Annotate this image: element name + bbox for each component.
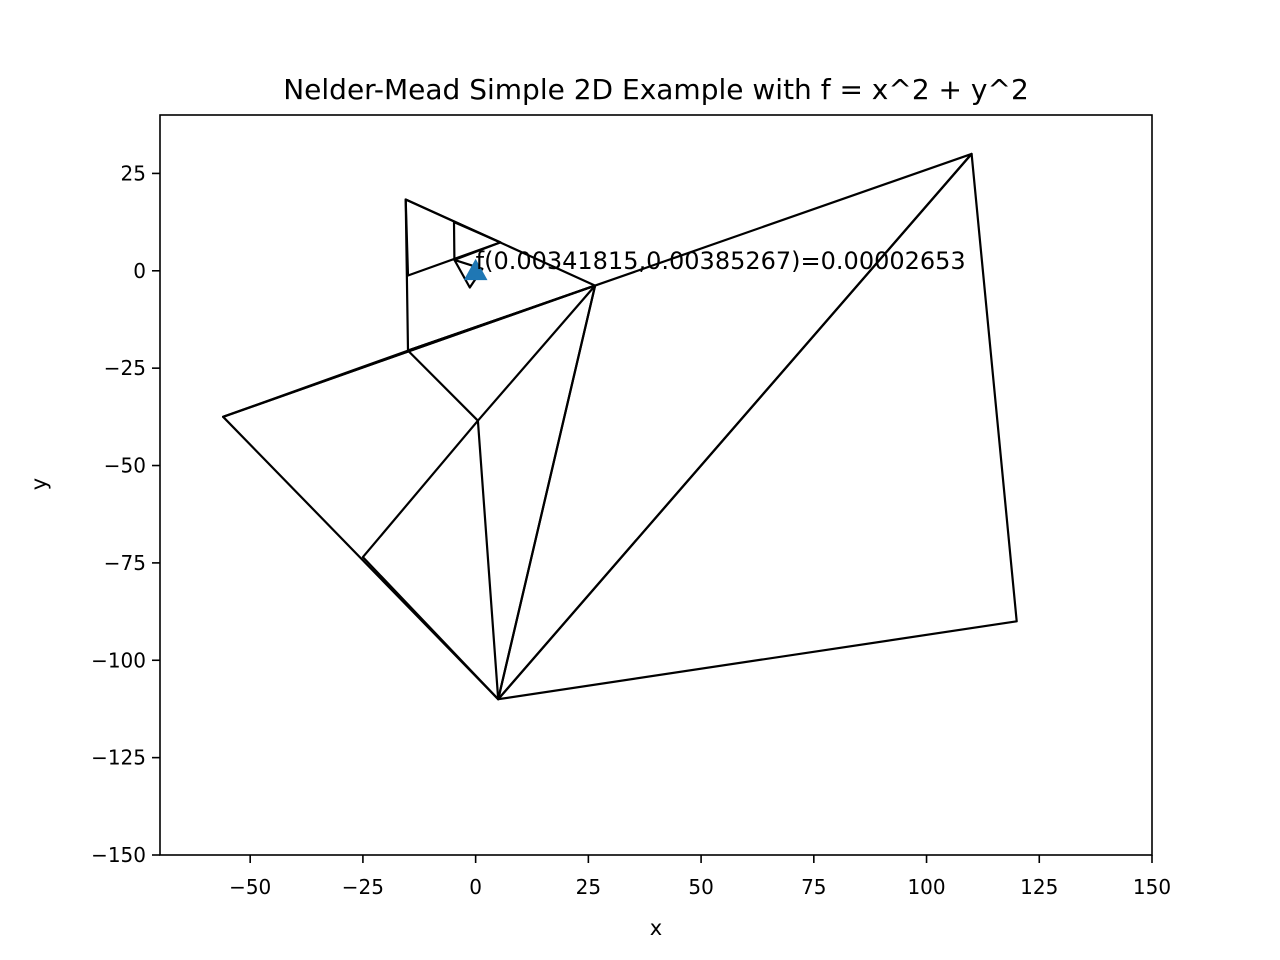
y-tick-label: 25 <box>121 161 146 185</box>
x-tick-label: 150 <box>1133 875 1171 899</box>
simplex-7 <box>404 198 597 352</box>
x-tick-label: −25 <box>342 875 384 899</box>
y-axis-ticks: −150 −125 −100 −75 −50 −25 0 25 <box>91 161 160 867</box>
final-point-annotation: f(0.00341815,0.00385267)=0.00002653 <box>476 247 966 275</box>
y-tick-label: −100 <box>91 648 146 672</box>
x-tick-label: 25 <box>576 875 601 899</box>
final-point-layer <box>463 258 488 281</box>
simplex-9 <box>452 221 502 261</box>
y-tick-label: −75 <box>104 551 146 575</box>
y-tick-label: 0 <box>133 259 146 283</box>
y-tick-label: −150 <box>91 843 146 867</box>
simplex-1 <box>497 152 1018 701</box>
y-tick-label: −25 <box>104 356 146 380</box>
x-tick-label: 50 <box>688 875 713 899</box>
simplex-3 <box>222 284 597 701</box>
y-tick-label: −125 <box>91 746 146 770</box>
plot-area-frame <box>159 114 1153 856</box>
simplex-2 <box>497 152 973 701</box>
x-axis-label: x <box>650 916 662 940</box>
simplex-6 <box>361 419 500 701</box>
final-point-marker <box>463 258 488 281</box>
simplex-lines <box>222 152 1018 701</box>
simplex-5 <box>406 284 597 422</box>
chart-title: Nelder-Mead Simple 2D Example with f = x… <box>283 73 1029 106</box>
x-axis-ticks: −50 −25 0 25 50 75 100 125 150 <box>229 855 1171 899</box>
x-tick-label: 100 <box>907 875 945 899</box>
x-tick-label: −50 <box>229 875 271 899</box>
y-axis-label: y <box>27 478 51 490</box>
y-tick-label: −50 <box>104 454 146 478</box>
x-tick-label: 75 <box>801 875 826 899</box>
x-tick-label: 125 <box>1020 875 1058 899</box>
x-tick-label: 0 <box>469 875 482 899</box>
